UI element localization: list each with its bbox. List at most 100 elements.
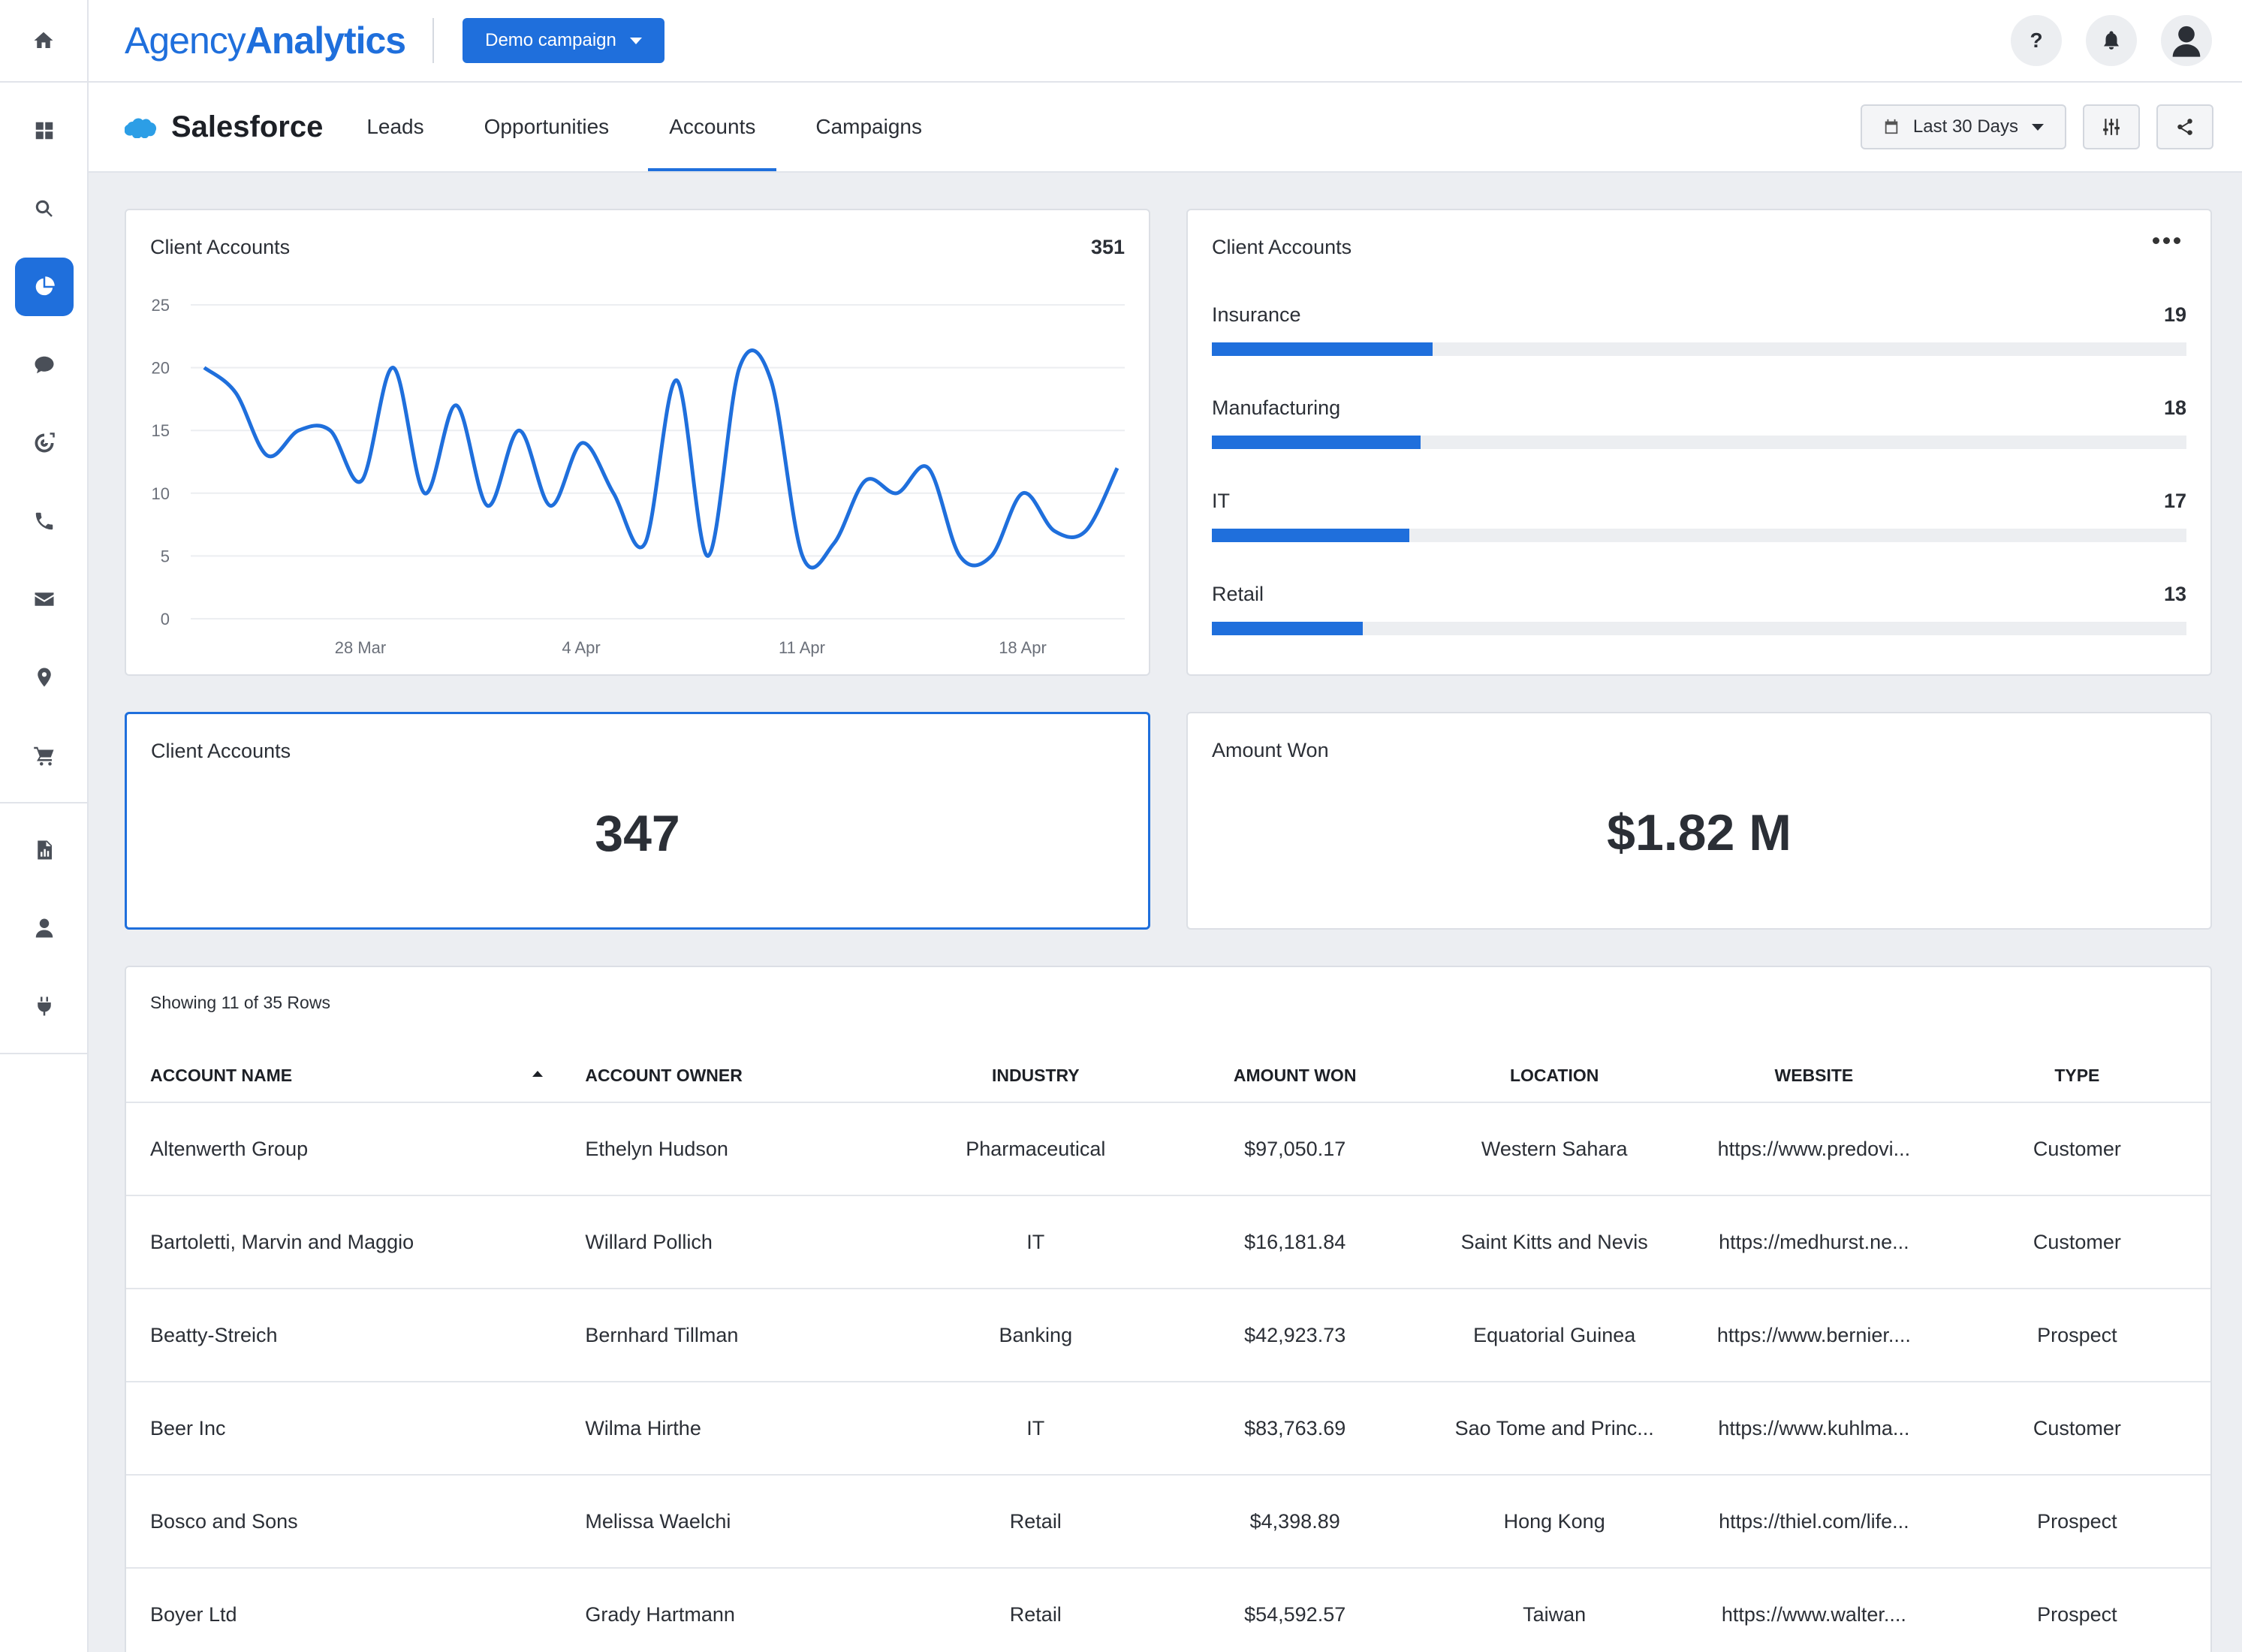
share-icon bbox=[2177, 119, 2192, 135]
table-row[interactable]: Boyer Ltd Grady Hartmann Retail $54,592.57 T… bbox=[126, 1568, 2210, 1652]
tab-accounts[interactable]: Accounts bbox=[648, 83, 777, 171]
card-title: Client Accounts bbox=[1212, 236, 1352, 258]
accounts-table-card: Showing 11 of 35 Rows ACCOUNT NAME ACCOU… bbox=[125, 966, 2212, 1652]
home-button[interactable] bbox=[0, 0, 87, 83]
bar-row: Manufacturing 18 bbox=[1212, 396, 2186, 449]
bar-label: IT bbox=[1212, 490, 1230, 512]
y-tick-label: 15 bbox=[152, 421, 170, 440]
cell-type: Customer bbox=[1943, 1102, 2210, 1196]
cell-industry: Pharmaceutical bbox=[906, 1102, 1166, 1196]
cell-type: Customer bbox=[1943, 1195, 2210, 1289]
sidebar-item-dashboard[interactable] bbox=[0, 92, 89, 170]
cell-location: Saint Kitts and Nevis bbox=[1424, 1195, 1685, 1289]
notifications-button[interactable] bbox=[2086, 15, 2137, 66]
sidebar-item-integrations[interactable] bbox=[0, 967, 89, 1045]
target-icon bbox=[35, 433, 55, 453]
cell-account-name: Altenwerth Group bbox=[126, 1102, 562, 1196]
cell-account-name: Boyer Ltd bbox=[126, 1568, 562, 1652]
sidebar bbox=[0, 0, 89, 1652]
more-options-icon[interactable] bbox=[2153, 237, 2180, 244]
kpi-value: 347 bbox=[595, 805, 680, 862]
sidebar-item-location[interactable] bbox=[0, 638, 89, 716]
share-button[interactable] bbox=[2156, 104, 2213, 149]
series-line[interactable] bbox=[203, 348, 1119, 570]
cell-account-owner: Willard Pollich bbox=[561, 1195, 906, 1289]
card-title: Amount Won bbox=[1212, 739, 1329, 761]
sidebar-item-users[interactable] bbox=[0, 889, 89, 967]
user-icon bbox=[35, 918, 53, 938]
bell-icon bbox=[2104, 31, 2119, 50]
bar-value: 17 bbox=[2163, 490, 2186, 512]
column-header-industry[interactable]: INDUSTRY bbox=[906, 1050, 1166, 1103]
sidebar-item-report-file[interactable] bbox=[0, 811, 89, 889]
chat-bubble-icon bbox=[35, 356, 54, 374]
home-icon bbox=[34, 32, 53, 48]
campaign-selector[interactable]: Demo campaign bbox=[463, 18, 664, 63]
cell-account-name: Bartoletti, Marvin and Maggio bbox=[126, 1195, 562, 1289]
customize-button[interactable] bbox=[2083, 104, 2140, 149]
cell-website: https://thiel.com/life... bbox=[1684, 1475, 1944, 1569]
tab-campaigns[interactable]: Campaigns bbox=[815, 115, 922, 138]
tab-leads[interactable]: Leads bbox=[366, 115, 424, 138]
cell-account-name: Beer Inc bbox=[126, 1382, 562, 1476]
table-row[interactable]: Beatty-Streich Bernhard Tillman Banking $42… bbox=[126, 1289, 2210, 1382]
table-row[interactable]: Altenwerth Group Ethelyn Hudson Pharmaceut… bbox=[126, 1102, 2210, 1196]
bar-track bbox=[1212, 436, 2186, 449]
card-title: Client Accounts bbox=[151, 740, 291, 762]
grid-icon bbox=[35, 122, 53, 140]
table-row[interactable]: Beer Inc Wilma Hirthe IT $83,763.69 Sao Tome… bbox=[126, 1382, 2210, 1476]
column-header-account-owner[interactable]: ACCOUNT OWNER bbox=[561, 1050, 906, 1103]
tab-opportunities[interactable]: Opportunities bbox=[484, 115, 610, 138]
y-tick-label: 10 bbox=[152, 484, 170, 503]
column-header-website[interactable]: WEBSITE bbox=[1684, 1050, 1944, 1103]
sidebar-item-reports[interactable] bbox=[0, 248, 89, 326]
column-header-amount-won[interactable]: AMOUNT WON bbox=[1165, 1050, 1425, 1103]
column-header-account-name[interactable]: ACCOUNT NAME bbox=[126, 1050, 562, 1103]
user-avatar[interactable] bbox=[2161, 15, 2212, 66]
sidebar-item-calls[interactable] bbox=[0, 482, 89, 560]
table-row-count: Showing 11 of 35 Rows bbox=[150, 993, 330, 1012]
sidebar-item-email[interactable] bbox=[0, 560, 89, 638]
table-row[interactable]: Bosco and Sons Melissa Waelchi Retail $4,39… bbox=[126, 1475, 2210, 1569]
sidebar-item-seo[interactable] bbox=[0, 404, 89, 482]
cell-amount-won: $97,050.17 bbox=[1165, 1102, 1425, 1196]
help-button[interactable]: ? bbox=[2011, 15, 2062, 66]
cell-account-name: Bosco and Sons bbox=[126, 1475, 562, 1569]
sidebar-item-search[interactable] bbox=[0, 170, 89, 248]
sort-ascending-icon[interactable] bbox=[532, 1070, 544, 1077]
cell-account-owner: Ethelyn Hudson bbox=[561, 1102, 906, 1196]
bar-track bbox=[1212, 342, 2186, 356]
x-tick-label: 11 Apr bbox=[779, 638, 825, 657]
cell-type: Prospect bbox=[1943, 1475, 2210, 1569]
cell-account-owner: Bernhard Tillman bbox=[561, 1289, 906, 1382]
cell-account-owner: Melissa Waelchi bbox=[561, 1475, 906, 1569]
column-header-type[interactable]: TYPE bbox=[1943, 1050, 2210, 1103]
map-pin-icon bbox=[38, 668, 51, 687]
line-chart-card: Client Accounts 351 25 20 15 10 5 0 28 Mar 4 Ap… bbox=[125, 209, 1150, 676]
cell-amount-won: $83,763.69 bbox=[1165, 1382, 1425, 1476]
sidebar-item-ecommerce[interactable] bbox=[0, 716, 89, 794]
pie-chart-icon bbox=[35, 276, 55, 296]
column-header-location[interactable]: LOCATION bbox=[1424, 1050, 1685, 1103]
date-range-label: Last 30 Days bbox=[1912, 116, 2018, 137]
cell-account-owner: Wilma Hirthe bbox=[561, 1382, 906, 1476]
table-row[interactable]: Bartoletti, Marvin and Maggio Willard Pol… bbox=[126, 1195, 2210, 1289]
kpi-card-amount-won[interactable]: Amount Won $1.82 M bbox=[1186, 712, 2212, 930]
cell-website: https://www.kuhlma... bbox=[1684, 1382, 1944, 1476]
cell-industry: Retail bbox=[906, 1475, 1166, 1569]
kpi-card-client-accounts[interactable]: Client Accounts 347 bbox=[125, 712, 1150, 930]
agency-analytics-logo[interactable]: AgencyAnalytics bbox=[125, 20, 406, 62]
cell-website: https://www.predovi... bbox=[1684, 1102, 1944, 1196]
x-tick-label: 18 Apr bbox=[999, 638, 1047, 657]
salesforce-cloud-icon bbox=[125, 118, 157, 138]
cell-amount-won: $16,181.84 bbox=[1165, 1195, 1425, 1289]
accounts-table: ACCOUNT NAME ACCOUNT OWNER INDUSTRY AMOU… bbox=[126, 1050, 2210, 1652]
y-tick-label: 0 bbox=[161, 610, 170, 629]
cell-industry: IT bbox=[906, 1195, 1166, 1289]
chevron-down-icon bbox=[2032, 123, 2044, 131]
bar-value: 13 bbox=[2163, 583, 2186, 605]
cell-industry: Retail bbox=[906, 1568, 1166, 1652]
help-icon: ? bbox=[2030, 29, 2043, 52]
date-range-picker[interactable]: Last 30 Days bbox=[1860, 104, 2066, 149]
sidebar-item-chat[interactable] bbox=[0, 326, 89, 404]
